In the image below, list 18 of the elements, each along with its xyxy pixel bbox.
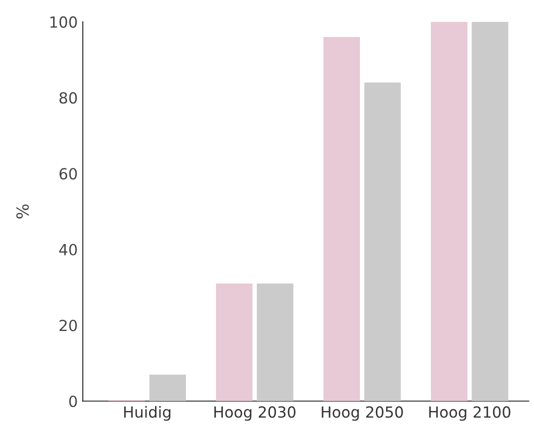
bar [430, 22, 468, 402]
y-tick-label: 20 [60, 320, 77, 332]
y-tick-label: 0 [69, 396, 77, 408]
bar [364, 82, 401, 402]
bar [323, 36, 360, 402]
x-tick-label: Hoog 2030 [214, 406, 296, 421]
x-tick-label: Huidig [124, 406, 170, 421]
bar [472, 22, 508, 402]
y-axis-title: % [16, 204, 29, 218]
bar [256, 284, 294, 402]
bar [149, 374, 186, 402]
y-tick-label: 60 [60, 168, 77, 180]
y-tick-label: 80 [60, 92, 77, 104]
bar [216, 284, 253, 402]
x-tick-label: Hoog 2050 [322, 406, 403, 421]
x-tick-label: Hoog 2100 [429, 406, 510, 421]
y-tick-label: 100 [50, 16, 77, 28]
y-tick-label: 40 [59, 244, 77, 256]
